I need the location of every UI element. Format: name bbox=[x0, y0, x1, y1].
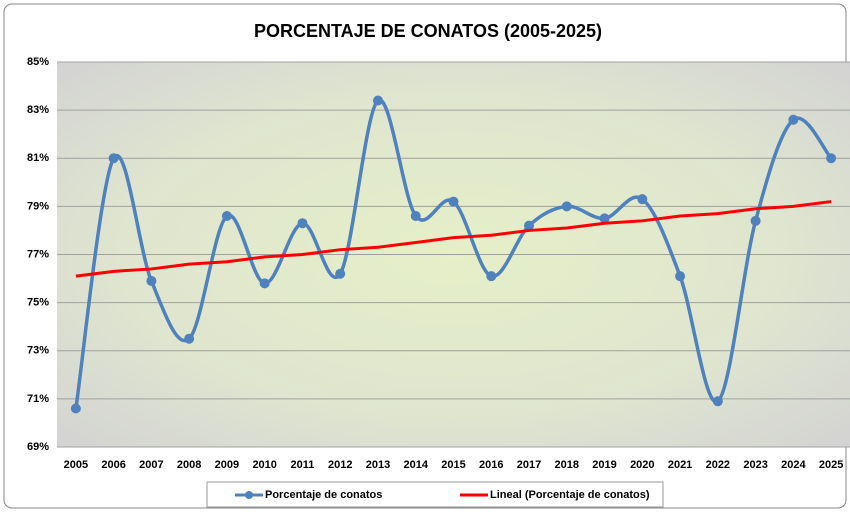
data-point bbox=[675, 271, 686, 282]
legend-label: Lineal (Porcentaje de conatos) bbox=[490, 489, 650, 501]
data-point bbox=[750, 215, 761, 226]
y-tick-label: 71% bbox=[27, 393, 49, 405]
legend bbox=[206, 481, 664, 508]
x-tick-label: 2012 bbox=[328, 459, 352, 471]
y-tick-label: 73% bbox=[27, 345, 49, 357]
x-tick-label: 2005 bbox=[64, 459, 88, 471]
data-point bbox=[486, 271, 497, 282]
data-point bbox=[599, 213, 610, 224]
x-tick-label: 2008 bbox=[177, 459, 201, 471]
data-point bbox=[410, 211, 421, 221]
data-point bbox=[297, 218, 308, 229]
x-tick-label: 2023 bbox=[743, 459, 767, 471]
x-tick-label: 2011 bbox=[291, 459, 315, 471]
x-tick-label: 2016 bbox=[479, 459, 503, 471]
data-point bbox=[259, 278, 270, 289]
data-point bbox=[448, 196, 459, 207]
y-tick-label: 85% bbox=[27, 56, 49, 68]
x-tick-label: 2020 bbox=[630, 459, 654, 471]
x-tick-label: 2015 bbox=[441, 459, 465, 471]
data-point bbox=[108, 153, 119, 164]
data-point bbox=[335, 268, 346, 279]
x-tick-label: 2019 bbox=[592, 459, 616, 471]
data-point bbox=[826, 153, 837, 164]
x-tick-label: 2018 bbox=[555, 459, 579, 471]
data-point bbox=[712, 396, 723, 407]
x-tick-label: 2010 bbox=[252, 459, 276, 471]
y-tick-label: 79% bbox=[27, 200, 49, 212]
x-tick-label: 2022 bbox=[706, 459, 730, 471]
x-tick-label: 2009 bbox=[215, 459, 239, 471]
x-tick-label: 2007 bbox=[139, 459, 163, 471]
chart-title: PORCENTAJE DE CONATOS (2005-2025) bbox=[254, 21, 602, 41]
data-point bbox=[524, 220, 535, 231]
x-tick-label: 2021 bbox=[668, 459, 692, 471]
legend-marker bbox=[245, 491, 253, 499]
data-point bbox=[788, 114, 799, 125]
y-tick-label: 77% bbox=[27, 248, 49, 260]
x-tick-label: 2006 bbox=[101, 459, 125, 471]
data-point bbox=[637, 194, 648, 205]
x-tick-label: 2014 bbox=[403, 459, 428, 471]
data-point bbox=[221, 211, 232, 221]
x-tick-label: 2013 bbox=[366, 459, 390, 471]
series-line bbox=[75, 200, 832, 278]
data-point bbox=[372, 95, 383, 106]
y-tick-label: 69% bbox=[27, 441, 49, 453]
y-tick-label: 75% bbox=[27, 297, 49, 309]
y-tick-label: 81% bbox=[27, 152, 49, 164]
x-tick-label: 2025 bbox=[819, 459, 843, 471]
y-tick-label: 83% bbox=[27, 104, 49, 116]
data-point bbox=[70, 403, 81, 414]
x-tick-label: 2024 bbox=[781, 459, 806, 471]
legend-label: Porcentaje de conatos bbox=[265, 489, 382, 501]
x-tick-label: 2017 bbox=[517, 459, 541, 471]
data-point bbox=[146, 275, 157, 286]
data-point bbox=[561, 201, 572, 212]
data-point bbox=[184, 333, 195, 344]
